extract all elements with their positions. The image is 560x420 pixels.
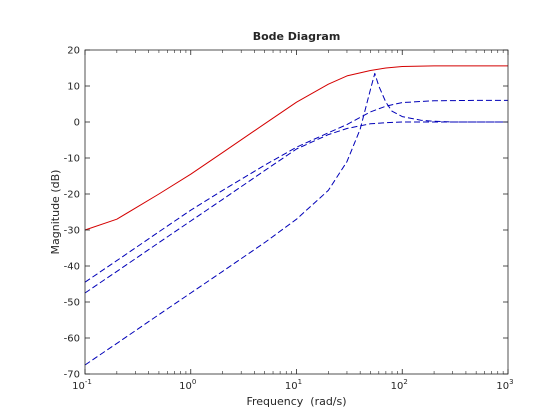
x-tick-label: 10-1 [72,378,92,392]
x-tick-exponent: 0 [192,378,196,386]
x-tick-base: 10 [72,381,85,392]
x-tick-label: 103 [496,378,513,392]
y-axis-label: Magnitude (dB) [49,170,62,255]
series-line-3 [84,121,508,294]
x-tick-label: 101 [285,378,302,392]
x-tick-exponent: 1 [298,378,302,386]
y-tick-label: -20 [64,190,80,201]
series-line-2 [84,99,508,283]
y-tick-label: -30 [64,226,80,237]
plot-area [85,50,508,374]
y-tick-label: -60 [64,334,80,345]
x-tick-base: 10 [496,381,509,392]
x-tick-base: 10 [179,381,192,392]
x-tick-base: 10 [391,381,404,392]
y-tick-label: -70 [64,370,80,381]
x-axis-label: Frequency (rad/s) [246,395,346,408]
y-tick-label: -10 [64,154,80,165]
y-tick-label: -40 [64,262,80,273]
series-line-1 [84,65,508,231]
x-tick-exponent: -1 [85,378,92,386]
chart-title: Bode Diagram [253,30,341,43]
x-tick-exponent: 2 [403,378,407,386]
y-tick-label: -50 [64,298,80,309]
x-tick-base: 10 [285,381,298,392]
series-line-4 [84,72,508,366]
y-tick-label: 0 [74,118,80,129]
series-layer [84,65,508,366]
y-tick-label: 20 [67,46,80,57]
x-tick-exponent: 3 [509,378,513,386]
y-tick-label: 10 [67,82,80,93]
x-tick-label: 102 [391,378,408,392]
x-tick-label: 100 [179,378,196,392]
